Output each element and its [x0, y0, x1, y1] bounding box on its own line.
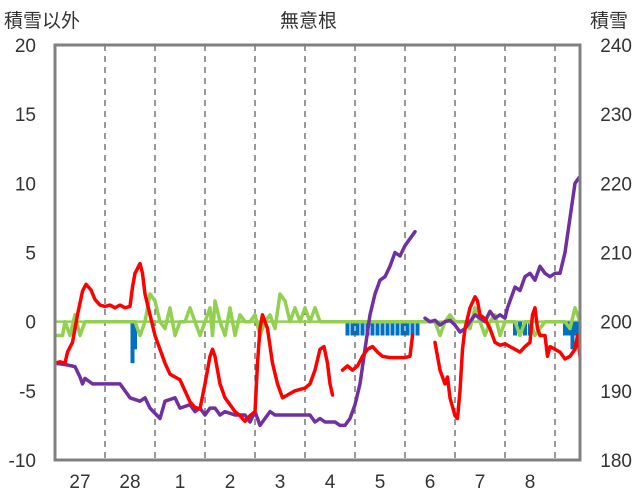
left-axis-title: 積雪以外 — [4, 11, 81, 32]
y-left-tick-label: 15 — [15, 105, 36, 126]
precipitation-bar — [400, 321, 405, 336]
y-right-tick-label: 220 — [600, 174, 632, 195]
x-tick-label: 28 — [119, 472, 140, 493]
precipitation-bar — [518, 321, 522, 336]
y-left-tick-label: 5 — [25, 244, 36, 265]
precipitation-bar — [513, 321, 517, 336]
precipitation-bar — [405, 321, 410, 336]
precipitation-bar — [415, 321, 420, 336]
y-left-tick-label: 10 — [15, 174, 36, 195]
precipitation-bar — [380, 321, 385, 336]
precipitation-bar — [573, 321, 577, 336]
precipitation-bar — [375, 321, 380, 336]
x-tick-label: 2 — [225, 472, 236, 493]
temperature-line — [433, 295, 580, 421]
precipitation-bar — [360, 321, 365, 336]
x-tick-label: 6 — [425, 472, 436, 493]
precipitation-bar — [390, 321, 395, 336]
precipitation-bar — [385, 321, 390, 336]
chart-title: 無意根 — [280, 11, 338, 32]
precipitation-bar — [395, 321, 400, 336]
precipitation-bar — [355, 321, 360, 336]
temperature-line — [340, 333, 415, 372]
plot-frame — [53, 43, 582, 462]
precipitation-bar — [345, 321, 350, 336]
precipitation-bar — [563, 321, 567, 336]
right-axis-title: 積雪 — [590, 11, 629, 32]
precipitation-bar — [583, 322, 587, 336]
precipitation-bar — [130, 321, 135, 364]
y-left-tick-label: 0 — [25, 313, 36, 334]
precipitation-bar — [133, 321, 137, 350]
x-tick-label: 8 — [525, 472, 536, 493]
y-right-tick-label: 210 — [600, 244, 632, 265]
y-left-tick-label: -5 — [19, 382, 36, 403]
precipitation-bar — [570, 321, 575, 350]
precipitation-bar — [575, 321, 580, 336]
y-right-tick-label: 190 — [600, 382, 632, 403]
precipitation-bar — [565, 321, 570, 336]
precipitation-bar — [350, 321, 355, 336]
y-left-tick-label: -10 — [9, 451, 36, 472]
y-left-tick-label: 20 — [15, 36, 36, 57]
x-tick-label: 27 — [69, 472, 90, 493]
x-tick-label: 1 — [175, 472, 186, 493]
precipitation-bar — [370, 321, 375, 336]
plot-area — [55, 174, 587, 428]
y-right-tick-label: 180 — [600, 451, 632, 472]
x-tick-label: 5 — [375, 472, 386, 493]
precipitation-bar — [523, 321, 527, 336]
precipitation-bar — [410, 321, 415, 336]
x-tick-label: 3 — [275, 472, 286, 493]
y-right-tick-label: 200 — [600, 313, 632, 334]
y-right-tick-label: 240 — [600, 36, 632, 57]
y-right-tick-label: 230 — [600, 105, 632, 126]
wind-line — [55, 292, 580, 338]
temperature-line — [55, 261, 335, 424]
snow-depth-line — [423, 174, 580, 334]
x-tick-label: 7 — [475, 472, 486, 493]
x-tick-label: 4 — [325, 472, 336, 493]
